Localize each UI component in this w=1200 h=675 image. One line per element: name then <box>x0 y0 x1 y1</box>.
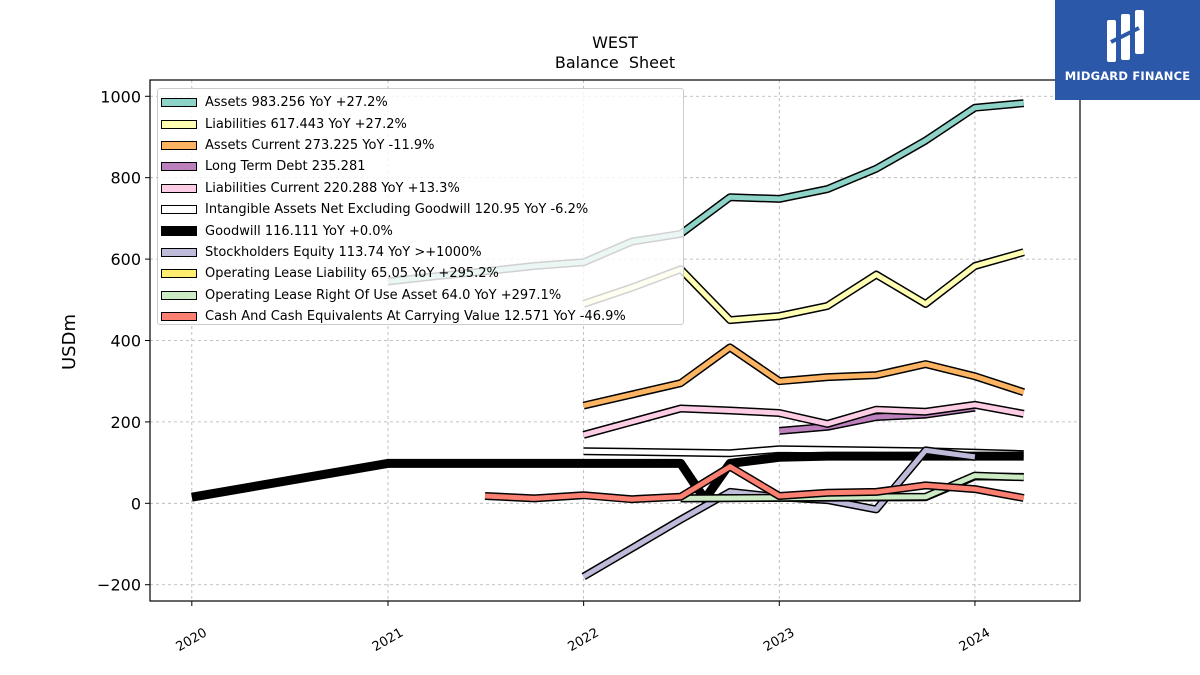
legend-item: Liabilities 617.443 YoY +27.2% <box>158 113 683 134</box>
x-tick-label: 2020 <box>174 625 210 655</box>
legend-label: Assets Current 273.225 YoY -11.9% <box>205 137 435 153</box>
legend-label: Liabilities 617.443 YoY +27.2% <box>205 116 407 132</box>
y-axis-label: USDm <box>59 314 80 370</box>
legend-swatch <box>161 98 197 108</box>
series-outline <box>582 343 1025 410</box>
chart-subtitle: Balance Sheet <box>555 53 675 72</box>
legend-item: Intangible Assets Net Excluding Goodwill… <box>158 199 683 220</box>
x-axis: 2020 2021 2022 2023 2024 <box>174 601 993 655</box>
series-goodwill <box>191 451 1024 504</box>
legend-label: Cash And Cash Equivalents At Carrying Va… <box>205 309 626 325</box>
legend-swatch <box>161 183 197 193</box>
y-tick-label: 400 <box>110 332 141 351</box>
y-tick-label: 800 <box>110 169 141 188</box>
legend-item: Assets 983.256 YoY +27.2% <box>158 92 683 113</box>
legend-item: Operating Lease Right Of Use Asset 64.0 … <box>158 285 683 306</box>
legend-item: Long Term Debt 235.281 <box>158 156 683 177</box>
midgard-finance-logo: MIDGARD FINANCE <box>1055 0 1200 100</box>
legend-swatch <box>161 269 197 279</box>
legend-label: Intangible Assets Net Excluding Goodwill… <box>205 202 589 218</box>
series-line <box>583 344 1025 409</box>
y-tick-label: 0 <box>131 494 141 513</box>
legend-swatch <box>161 119 197 129</box>
legend-label: Operating Lease Liability 65.05 YoY +295… <box>205 266 499 282</box>
legend-swatch <box>161 312 197 322</box>
legend-item: Liabilities Current 220.288 YoY +13.3% <box>158 178 683 199</box>
y-tick-label: 600 <box>110 250 141 269</box>
legend-swatch <box>161 140 197 150</box>
x-tick-label: 2024 <box>957 625 993 655</box>
series-line <box>484 464 1025 502</box>
legend-label: Liabilities Current 220.288 YoY +13.3% <box>205 180 460 196</box>
logo-text: MIDGARD FINANCE <box>1064 69 1191 83</box>
legend-item: Assets Current 273.225 YoY -11.9% <box>158 135 683 156</box>
chart-legend: Assets 983.256 YoY +27.2% Liabilities 617… <box>157 88 684 325</box>
x-tick-label: 2022 <box>565 625 601 655</box>
series-liabilities-current <box>582 400 1025 439</box>
legend-swatch <box>161 205 197 215</box>
y-axis: −200 0 200 400 600 800 1000 <box>97 87 150 595</box>
legend-item: Stockholders Equity 113.74 YoY >+1000% <box>158 242 683 263</box>
legend-label: Stockholders Equity 113.74 YoY >+1000% <box>205 244 482 260</box>
legend-label: Assets 983.256 YoY +27.2% <box>205 95 388 111</box>
y-tick-label: 200 <box>110 413 141 432</box>
series-assets-current <box>582 343 1025 410</box>
legend-label: Long Term Debt 235.281 <box>205 159 366 175</box>
series-line <box>582 402 1025 438</box>
x-tick-label: 2021 <box>370 625 406 655</box>
legend-item: Cash And Cash Equivalents At Carrying Va… <box>158 306 683 327</box>
legend-label: Operating Lease Right Of Use Asset 64.0 … <box>205 287 562 303</box>
legend-label: Goodwill 116.111 YoY +0.0% <box>205 223 393 239</box>
series-cash-and-cash-equivalents-at-carrying-value <box>484 462 1025 504</box>
series-lines <box>191 99 1025 581</box>
x-tick-label: 2023 <box>761 625 797 655</box>
legend-item: Goodwill 116.111 YoY +0.0% <box>158 220 683 241</box>
chart-title: WEST <box>592 33 638 52</box>
legend-swatch <box>161 247 197 257</box>
legend-swatch <box>161 162 197 172</box>
logo-mark-icon <box>1107 10 1144 62</box>
legend-item: Operating Lease Liability 65.05 YoY +295… <box>158 263 683 284</box>
legend-swatch <box>161 290 197 300</box>
y-tick-label: 1000 <box>100 87 141 106</box>
series-line <box>191 451 1024 504</box>
legend-swatch <box>161 226 197 237</box>
y-tick-label: −200 <box>97 576 141 595</box>
